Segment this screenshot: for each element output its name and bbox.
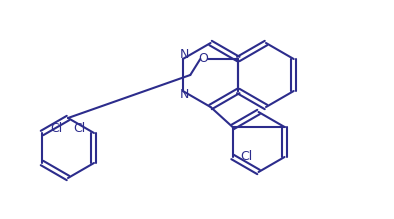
Text: N: N bbox=[180, 88, 190, 101]
Text: O: O bbox=[198, 53, 208, 65]
Text: Cl: Cl bbox=[74, 122, 86, 134]
Text: Cl: Cl bbox=[241, 150, 253, 164]
Text: N: N bbox=[180, 48, 190, 62]
Text: Cl: Cl bbox=[50, 122, 62, 134]
